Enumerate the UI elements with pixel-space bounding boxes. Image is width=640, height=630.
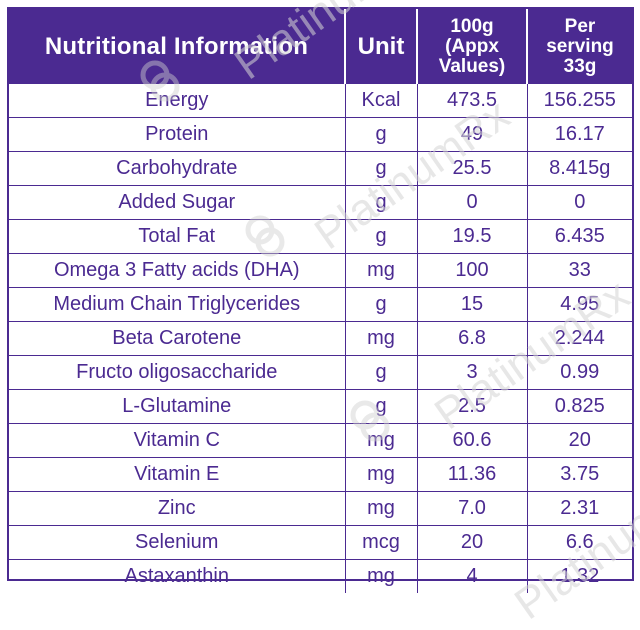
per-100g-cell: 100 <box>417 253 528 288</box>
per-serving-cell: 20 <box>527 423 632 458</box>
nutrient-name-cell: Added Sugar <box>9 185 346 220</box>
table-header: Nutritional Information Unit 100g (Appx … <box>9 9 632 84</box>
per-100g-cell: 25.5 <box>417 151 528 186</box>
unit-cell: mg <box>345 321 418 356</box>
table-row: Energy Kcal 473.5 156.255 <box>9 84 632 118</box>
header-per-serving-line1: Per <box>564 15 596 37</box>
table-row: Zinc mg 7.0 2.31 <box>9 491 632 526</box>
table-row: Beta Carotene mg 6.8 2.244 <box>9 321 632 356</box>
unit-cell: g <box>345 355 418 390</box>
header-per-100g-line3: Values) <box>438 55 506 77</box>
per-serving-cell: 156.255 <box>527 84 632 118</box>
nutrient-name-cell: Medium Chain Triglycerides <box>9 287 346 322</box>
per-serving-cell: 0.825 <box>527 389 632 424</box>
per-100g-cell: 6.8 <box>417 321 528 356</box>
table-row: Fructo oligosaccharide g 3 0.99 <box>9 355 632 390</box>
table-row: Total Fat g 19.5 6.435 <box>9 219 632 254</box>
nutrient-name-cell: Energy <box>9 84 346 118</box>
unit-cell: g <box>345 287 418 322</box>
table-row: Omega 3 Fatty acids (DHA) mg 100 33 <box>9 253 632 288</box>
header-per-100g: 100g (Appx Values) <box>417 9 528 84</box>
per-100g-cell: 49 <box>417 117 528 152</box>
nutrient-name-cell: Protein <box>9 117 346 152</box>
header-per-100g-line2: (Appx <box>445 35 499 57</box>
nutrient-name-cell: L-Glutamine <box>9 389 346 424</box>
per-100g-cell: 19.5 <box>417 219 528 254</box>
nutrient-name-cell: Vitamin C <box>9 423 346 458</box>
table-row: Medium Chain Triglycerides g 15 4.95 <box>9 287 632 322</box>
nutrient-name-cell: Carbohydrate <box>9 151 346 186</box>
per-100g-cell: 3 <box>417 355 528 390</box>
per-100g-cell: 0 <box>417 185 528 220</box>
unit-cell: g <box>345 151 418 186</box>
per-serving-cell: 6.6 <box>527 525 632 560</box>
nutrition-table: Nutritional Information Unit 100g (Appx … <box>9 9 632 593</box>
table-row: Added Sugar g 0 0 <box>9 185 632 220</box>
per-serving-cell: 2.31 <box>527 491 632 526</box>
table-row: L-Glutamine g 2.5 0.825 <box>9 389 632 424</box>
table-row: Selenium mcg 20 6.6 <box>9 525 632 560</box>
unit-cell: mg <box>345 491 418 526</box>
unit-cell: mg <box>345 559 418 593</box>
per-100g-cell: 11.36 <box>417 457 528 492</box>
per-serving-cell: 33 <box>527 253 632 288</box>
unit-cell: g <box>345 117 418 152</box>
nutrient-name-cell: Zinc <box>9 491 346 526</box>
unit-cell: Kcal <box>345 84 418 118</box>
table-row: Astaxanthin mg 4 1.32 <box>9 559 632 593</box>
table-body: Energy Kcal 473.5 156.255 Protein g 49 16.17 Car… <box>9 84 632 593</box>
nutrient-name-cell: Vitamin E <box>9 457 346 492</box>
per-100g-cell: 60.6 <box>417 423 528 458</box>
nutrition-table-container: Nutritional Information Unit 100g (Appx … <box>7 7 634 593</box>
per-serving-cell: 3.75 <box>527 457 632 492</box>
nutrient-name-cell: Beta Carotene <box>9 321 346 356</box>
unit-cell: g <box>345 389 418 424</box>
per-serving-cell: 4.95 <box>527 287 632 322</box>
unit-cell: mg <box>345 457 418 492</box>
nutrient-name-cell: Astaxanthin <box>9 559 346 593</box>
per-100g-cell: 2.5 <box>417 389 528 424</box>
unit-cell: g <box>345 185 418 220</box>
header-per-100g-line1: 100g <box>450 15 494 37</box>
per-serving-cell: 0 <box>527 185 632 220</box>
per-serving-cell: 16.17 <box>527 117 632 152</box>
per-100g-cell: 4 <box>417 559 528 593</box>
unit-cell: mcg <box>345 525 418 560</box>
header-unit: Unit <box>345 9 418 84</box>
per-100g-cell: 7.0 <box>417 491 528 526</box>
per-serving-cell: 1.32 <box>560 565 600 587</box>
table-row: Protein g 49 16.17 <box>9 117 632 152</box>
per-serving-cell: 8.415g <box>527 151 632 186</box>
nutrient-name-cell: Total Fat <box>9 219 346 254</box>
per-serving-cell: 2.244 <box>527 321 632 356</box>
header-per-serving-line2: serving <box>546 35 614 57</box>
nutrient-name-cell: Selenium <box>9 525 346 560</box>
unit-cell: g <box>345 219 418 254</box>
header-per-serving-line3: 33g <box>563 55 597 77</box>
header-per-serving: Per serving 33g <box>527 9 632 84</box>
per-100g-cell: 473.5 <box>417 84 528 118</box>
nutrient-name-cell: Omega 3 Fatty acids (DHA) <box>9 253 346 288</box>
nutrient-name-cell: Fructo oligosaccharide <box>9 355 346 390</box>
per-serving-cell: 0.99 <box>527 355 632 390</box>
unit-cell: mg <box>345 253 418 288</box>
per-100g-cell: 15 <box>417 287 528 322</box>
per-serving-cell: 6.435 <box>527 219 632 254</box>
per-100g-cell: 20 <box>417 525 528 560</box>
table-row: Carbohydrate g 25.5 8.415g <box>9 151 632 186</box>
header-nutritional-information: Nutritional Information <box>9 9 346 84</box>
unit-cell: mg <box>345 423 418 458</box>
